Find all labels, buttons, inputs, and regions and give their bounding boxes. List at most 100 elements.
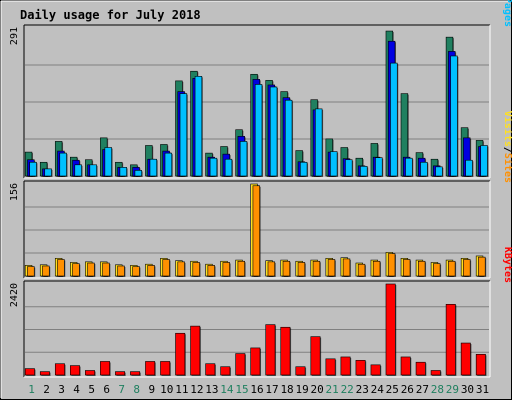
bar-sites-day-3 bbox=[57, 259, 65, 277]
bar-sites-day-9 bbox=[147, 265, 155, 277]
x-tick-label: 19 bbox=[295, 383, 308, 396]
bar-pages-day-20 bbox=[315, 108, 323, 177]
panel-visits: 156 Visits/Sites bbox=[9, 111, 512, 279]
bar-sites-day-23 bbox=[357, 263, 366, 277]
bar-sites-day-28 bbox=[433, 263, 441, 277]
legend-entry: / bbox=[502, 147, 512, 153]
bar-pages-day-29 bbox=[450, 55, 458, 177]
bar-kbytes-day-18 bbox=[280, 326, 291, 376]
bar-sites-day-25 bbox=[387, 253, 396, 277]
bar-pages-day-10 bbox=[164, 152, 173, 177]
x-tick-label: 24 bbox=[371, 383, 385, 396]
x-axis-labels: 1 2 3 4 5 6 7 8 9 10 11 12 13 14 15 16 17 18 19 20 21 22 23 24 2… bbox=[28, 383, 489, 396]
bar-sites-day-24 bbox=[372, 260, 381, 277]
x-tick-label: 13 bbox=[205, 383, 218, 396]
bar-pages-day-11 bbox=[179, 93, 188, 177]
bar-sites-day-11 bbox=[177, 261, 185, 277]
x-tick-label: 9 bbox=[148, 383, 155, 396]
x-tick-label: 15 bbox=[235, 383, 248, 396]
x-tick-label: 27 bbox=[416, 383, 429, 396]
bar-kbytes-day-7 bbox=[115, 371, 126, 376]
bar-sites-day-13 bbox=[207, 265, 215, 277]
bar-sites-day-10 bbox=[162, 259, 170, 277]
bar-sites-day-7 bbox=[117, 265, 125, 277]
panel-requests: 291 Hits/Files/Pages bbox=[9, 0, 512, 179]
panel-kbytes-legend: KBytes bbox=[502, 247, 512, 283]
bar-pages-day-14 bbox=[224, 158, 233, 177]
bar-kbytes-day-6 bbox=[100, 361, 110, 376]
panel-requests-legend: Hits/Files/Pages bbox=[502, 0, 512, 27]
bar-kbytes-day-21 bbox=[325, 358, 336, 376]
bar-kbytes-day-10 bbox=[160, 361, 171, 376]
bar-kbytes-day-1 bbox=[24, 368, 35, 376]
bar-sites-day-27 bbox=[417, 260, 426, 277]
panel-kbytes-max-label: 2420 bbox=[9, 283, 20, 307]
bar-kbytes-day-19 bbox=[295, 366, 306, 376]
bar-kbytes-day-22 bbox=[340, 356, 351, 376]
bar-kbytes-day-23 bbox=[355, 360, 366, 376]
bar-pages-day-13 bbox=[209, 157, 218, 177]
bar-pages-day-27 bbox=[420, 161, 428, 177]
bar-kbytes-day-3 bbox=[54, 363, 65, 376]
panel-kbytes: 2420 KBytes bbox=[9, 247, 512, 378]
bar-kbytes-day-16 bbox=[250, 347, 261, 376]
x-tick-label: 14 bbox=[220, 383, 234, 396]
legend-entry: Sites bbox=[502, 153, 512, 183]
bar-pages-day-22 bbox=[345, 159, 353, 177]
bar-pages-day-5 bbox=[89, 164, 97, 177]
x-tick-label: 26 bbox=[401, 383, 414, 396]
bar-pages-day-16 bbox=[254, 84, 263, 177]
chart-panels: 291 Hits/Files/Pages 156 Visits/Sites 2420 KB… bbox=[9, 0, 512, 378]
legend-entry: KBytes bbox=[502, 247, 512, 283]
panel-visits-max-label: 156 bbox=[9, 183, 20, 201]
bar-pages-day-30 bbox=[465, 159, 473, 177]
x-tick-label: 11 bbox=[175, 383, 188, 396]
bar-kbytes-day-25 bbox=[385, 283, 396, 376]
x-tick-label: 8 bbox=[133, 383, 140, 396]
bar-kbytes-day-17 bbox=[265, 324, 276, 376]
x-tick-label: 22 bbox=[341, 383, 354, 396]
bar-kbytes-day-30 bbox=[460, 342, 471, 376]
x-tick-label: 23 bbox=[356, 383, 369, 396]
bar-sites-day-16 bbox=[252, 185, 261, 277]
x-tick-label: 17 bbox=[265, 383, 278, 396]
bar-pages-day-25 bbox=[390, 62, 398, 177]
x-tick-label: 4 bbox=[73, 383, 80, 396]
bar-pages-day-8 bbox=[134, 170, 143, 177]
bar-kbytes-day-28 bbox=[430, 370, 441, 376]
bar-kbytes-day-20 bbox=[310, 336, 321, 376]
x-tick-label: 30 bbox=[461, 383, 474, 396]
x-tick-label: 7 bbox=[118, 383, 125, 396]
chart-title: Daily usage for July 2018 bbox=[20, 8, 201, 22]
bar-kbytes-day-26 bbox=[400, 356, 411, 376]
bar-sites-day-18 bbox=[282, 260, 291, 277]
bar-pages-day-28 bbox=[435, 166, 443, 177]
bar-pages-day-2 bbox=[44, 168, 52, 177]
bar-kbytes-day-13 bbox=[205, 363, 216, 376]
bar-pages-day-15 bbox=[239, 141, 248, 177]
x-tick-label: 20 bbox=[311, 383, 324, 396]
x-tick-label: 3 bbox=[58, 383, 65, 396]
bar-sites-day-22 bbox=[342, 258, 351, 277]
bar-kbytes-day-9 bbox=[145, 361, 156, 376]
bar-pages-day-31 bbox=[480, 145, 488, 177]
bar-kbytes-day-27 bbox=[415, 361, 426, 376]
bar-kbytes-day-31 bbox=[475, 354, 486, 376]
bar-pages-day-24 bbox=[375, 157, 383, 177]
x-tick-label: 28 bbox=[431, 383, 444, 396]
x-tick-label: 31 bbox=[476, 383, 489, 396]
bar-sites-day-5 bbox=[87, 262, 95, 277]
bar-sites-day-8 bbox=[132, 266, 140, 277]
bar-sites-day-15 bbox=[237, 260, 245, 277]
bar-pages-day-9 bbox=[149, 158, 158, 177]
bar-sites-day-21 bbox=[327, 259, 336, 277]
bar-pages-day-19 bbox=[299, 161, 308, 177]
bar-kbytes-day-8 bbox=[130, 371, 141, 376]
x-tick-label: 12 bbox=[190, 383, 203, 396]
bar-sites-day-2 bbox=[42, 265, 50, 277]
bar-sites-day-20 bbox=[312, 260, 321, 277]
panel-requests-max-label: 291 bbox=[9, 27, 20, 45]
x-tick-label: 29 bbox=[446, 383, 459, 396]
bar-sites-day-14 bbox=[222, 262, 230, 277]
